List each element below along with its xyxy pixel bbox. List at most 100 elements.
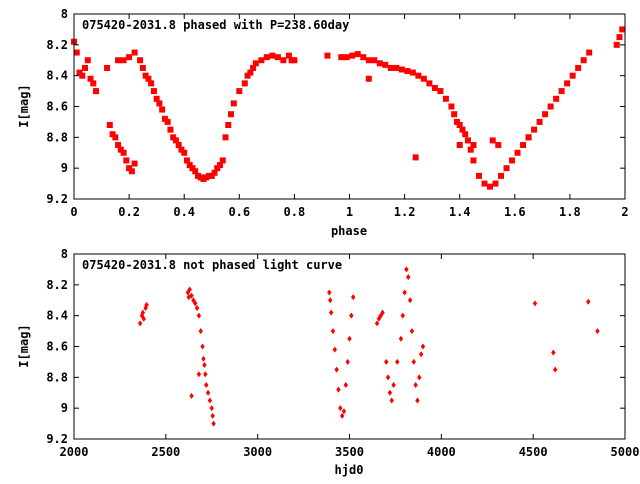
phased-data-point [575,64,582,71]
unphased-x-tick-label: 3500 [335,445,364,459]
unphased-y-axis-title: I[mag] [17,324,31,367]
phased-data-point [115,57,122,64]
phased-data-point [569,72,576,79]
unphased-data-point [400,312,405,319]
phased-x-tick-label: 1.4 [449,205,471,219]
unphased-data-point [411,358,416,365]
phased-data-point [531,126,538,133]
unphased-x-tick-label: 4000 [427,445,456,459]
phased-data-point [354,51,361,58]
unphased-data-point [409,328,415,335]
phased-data-point [87,75,94,82]
phased-data-point [126,165,133,172]
unphased-y-tick-label: 9.2 [46,432,68,446]
unphased-data-point [140,309,146,316]
unphased-data-point [551,349,556,356]
phased-x-tick-label: 1 [346,205,353,219]
unphased-x-tick-label: 2500 [151,445,180,459]
phased-data-point [415,72,422,79]
phased-data-point [514,149,521,156]
unphased-data-point [191,297,196,304]
unphased-data-point [209,405,214,412]
unphased-data-point [328,297,333,304]
phased-data-point [393,64,400,71]
unphased-data-point [193,300,198,307]
unphased-data-point [141,315,146,322]
phased-data-point [76,69,83,76]
phased-data-point [161,115,168,122]
phased-data-point [409,69,416,76]
phased-data-point [186,162,193,169]
phased-panel: 0 0.2 0.4 0.6 0.8 1 1.2 1.4 1.6 1.8 2 8 8.2 8.4 8.6 8.8… [17,7,629,238]
phased-data-point [542,111,549,118]
phased-x-axis-title: phase [331,224,367,238]
unphased-data-point [201,355,206,362]
phased-data-point [139,64,146,71]
phased-data-point [90,80,97,87]
phased-data-point [426,80,433,87]
unphased-data-point [194,304,200,311]
phased-data-point [412,154,419,161]
phased-data-point [269,52,276,59]
phased-data-point [178,146,185,153]
phased-data-point [172,137,179,144]
phased-data-point [181,149,188,156]
phased-data-point [120,57,127,64]
unphased-data-point [389,397,394,404]
phased-data-point [349,52,356,59]
phased-data-point [462,131,469,138]
unphased-data-point [200,343,205,350]
phased-y-tick-label: 8.8 [46,130,68,144]
phased-data-point [228,111,235,118]
unphased-data-point [398,335,404,342]
phased-data-point [170,134,177,141]
phased-x-tick-label: 0 [70,205,77,219]
unphased-x-tick-label: 4500 [519,445,548,459]
phased-data-point [189,165,196,172]
unphased-data-point [347,335,352,342]
phased-data-point [117,146,124,153]
unphased-axis-ticks: 2000 2500 3000 3500 4000 4500 5000 8 8.2 8.4 8.6 8.… [46,247,639,459]
unphased-data-point [189,392,194,399]
phased-data-point [525,134,532,141]
phased-data-point [82,64,89,71]
unphased-data-point [137,320,143,327]
phased-data-point [211,169,218,176]
phased-data-point [553,95,560,102]
unphased-data-point [385,374,391,381]
phased-data-point [558,88,565,95]
phased-data-point [150,88,157,95]
unphased-data-point [406,274,411,281]
phased-data-point [365,57,372,64]
phased-x-tick-label: 0.8 [284,205,306,219]
phased-data-point [93,88,100,95]
phased-data-point [250,64,257,71]
unphased-data-point [420,343,426,350]
phased-data-point [503,165,510,172]
phased-data-point [382,61,389,68]
phased-data-point [159,106,166,113]
phased-data-point [343,54,350,61]
phased-data-point [619,26,626,33]
phased-data-point [236,88,243,95]
unphased-data-point [343,382,349,389]
phased-data-point [404,68,411,75]
unphased-y-tick-label: 8.2 [46,278,68,292]
phased-data-point [498,172,505,179]
unphased-x-tick-label: 2000 [60,445,89,459]
phased-x-tick-label: 0.4 [173,205,195,219]
phased-data-point [616,34,623,41]
phased-data-point [106,122,113,128]
unphased-data-point [187,286,192,293]
unphased-data-point [207,397,213,404]
phased-data-point [183,157,190,164]
unphased-data-point [384,358,389,365]
phased-data-point [431,85,438,91]
phased-data-point [225,122,232,128]
phased-data-point [492,180,499,187]
phased-data-point [470,142,477,149]
phased-data-point [137,57,144,64]
unphased-x-axis-title: hjd0 [335,463,364,477]
phased-data-point [509,157,516,164]
phased-data-point [448,103,455,110]
